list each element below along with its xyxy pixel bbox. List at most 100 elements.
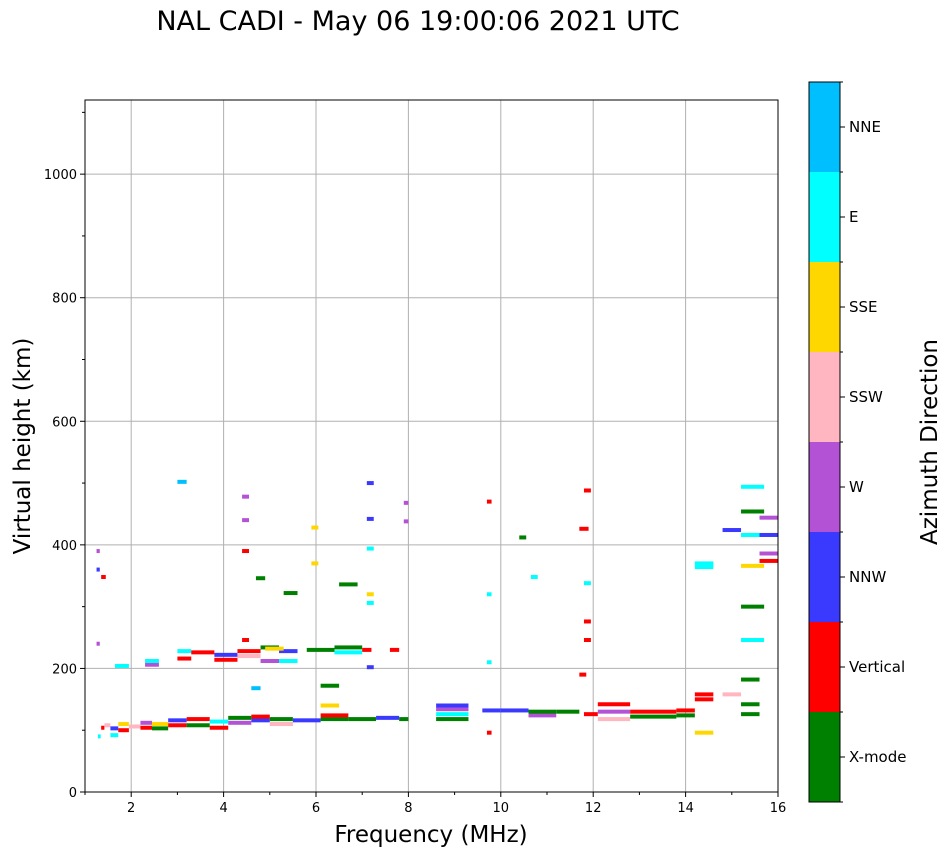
echo-trace — [722, 528, 742, 533]
echo-trace — [348, 717, 377, 722]
colorbar-category-label: SSE — [849, 298, 878, 316]
echo-trace — [583, 488, 591, 493]
echo-trace — [722, 692, 742, 697]
echo-trace — [694, 565, 714, 570]
y-tick-label: 0 — [69, 786, 77, 801]
echo-trace — [214, 652, 238, 657]
y-tick-label: 200 — [52, 662, 77, 677]
echo-trace — [209, 725, 229, 730]
echo-trace — [177, 649, 192, 654]
echo-trace — [579, 526, 589, 531]
azimuth-colorbar: X-mode Vertical NNW W SSW SSE E NNE — [808, 81, 906, 803]
echo-trace — [140, 725, 152, 730]
plot-background — [85, 100, 778, 792]
echo-trace — [320, 703, 340, 708]
echo-trace — [339, 582, 358, 587]
echo-trace — [151, 726, 169, 731]
echo-trace — [759, 532, 778, 537]
echo-trace — [177, 656, 192, 661]
echo-trace — [741, 712, 760, 717]
echo-trace — [151, 722, 169, 727]
echo-trace — [500, 708, 529, 713]
colorbar-category-label: NNE — [849, 118, 881, 136]
echo-trace — [145, 662, 159, 667]
echo-trace — [376, 715, 400, 720]
echo-trace — [556, 709, 580, 714]
echo-trace — [104, 723, 111, 728]
echo-trace — [168, 718, 187, 723]
echo-trace — [110, 726, 119, 731]
echo-trace — [97, 734, 101, 739]
echo-trace — [242, 638, 250, 643]
y-tick-label: 1000 — [44, 168, 77, 183]
echo-trace — [251, 686, 261, 691]
echo-trace — [118, 722, 129, 727]
echo-trace — [403, 519, 409, 524]
plot-area — [85, 100, 778, 792]
echo-trace — [237, 649, 261, 654]
echo-trace — [251, 714, 270, 719]
echo-trace — [306, 647, 335, 652]
colorbar-swatch — [809, 262, 840, 352]
colorbar-swatch — [809, 442, 840, 532]
echo-trace — [583, 581, 591, 586]
echo-trace — [403, 500, 409, 505]
colorbar-category-label: X-mode — [849, 748, 906, 766]
echo-trace — [597, 702, 631, 707]
plot-frame — [84, 99, 779, 793]
echo-trace — [579, 672, 587, 677]
echo-trace — [255, 576, 266, 581]
colorbar-category-label: W — [849, 478, 864, 496]
echo-trace — [209, 719, 229, 724]
echo-trace — [389, 647, 400, 652]
echo-trace — [486, 730, 492, 735]
echo-trace — [228, 720, 252, 725]
x-tick-label: 10 — [493, 801, 510, 816]
echo-trace — [630, 714, 677, 719]
colorbar-category-label: Vertical — [849, 658, 905, 676]
x-tick-label: 12 — [585, 801, 602, 816]
echo-trace — [115, 663, 129, 668]
colorbar-category-label: SSW — [849, 388, 883, 406]
echo-trace — [694, 692, 714, 697]
echo-trace — [96, 567, 100, 572]
colorbar-swatch — [809, 172, 840, 262]
echo-trace — [366, 516, 374, 521]
colorbar-category-label: NNW — [849, 568, 886, 586]
echo-traces — [96, 479, 778, 739]
echo-trace — [96, 641, 100, 646]
echo-trace — [366, 546, 374, 551]
echo-trace — [597, 709, 631, 714]
echo-trace — [228, 715, 252, 720]
colorbar-frame — [808, 81, 841, 803]
echo-trace — [118, 728, 129, 733]
echo-trace — [242, 518, 250, 523]
echo-trace — [676, 713, 695, 718]
colorbar-swatch — [809, 712, 840, 802]
echo-trace — [741, 604, 765, 609]
echo-trace — [362, 647, 372, 652]
echo-trace — [366, 481, 374, 486]
echo-trace — [292, 718, 321, 723]
echo-trace — [741, 532, 765, 537]
echo-trace — [486, 592, 492, 597]
echo-trace — [101, 574, 106, 579]
x-tick-label: 16 — [770, 801, 787, 816]
echo-trace — [366, 600, 374, 605]
echo-trace — [283, 591, 298, 596]
echo-trace — [320, 683, 340, 688]
echo-trace — [436, 712, 469, 717]
echo-trace — [269, 722, 293, 727]
x-tick-label: 14 — [677, 801, 694, 816]
echo-trace — [334, 650, 363, 655]
y-tick-label: 800 — [52, 292, 77, 307]
echo-trace — [676, 708, 695, 713]
echo-trace — [694, 730, 714, 735]
echo-trace — [128, 724, 141, 729]
echo-trace — [260, 659, 280, 664]
echo-trace — [583, 638, 591, 643]
y-tick-label: 400 — [52, 539, 77, 554]
colorbar-swatch — [809, 352, 840, 442]
echo-trace — [583, 619, 591, 624]
echo-trace — [279, 659, 298, 664]
